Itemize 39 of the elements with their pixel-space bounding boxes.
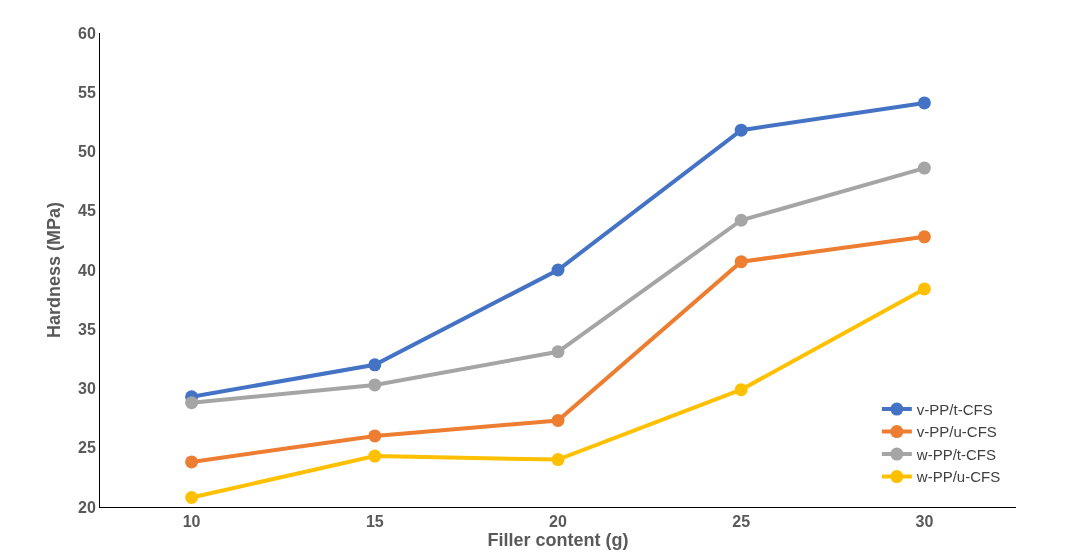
point bbox=[185, 491, 199, 505]
point bbox=[551, 263, 565, 277]
point bbox=[734, 255, 748, 269]
y-tick-label: 45 bbox=[78, 202, 96, 220]
point bbox=[551, 345, 565, 359]
point bbox=[734, 383, 748, 397]
x-tick-label: 20 bbox=[549, 513, 567, 531]
point bbox=[185, 455, 199, 469]
x-tick-label: 10 bbox=[182, 513, 201, 531]
point bbox=[917, 161, 931, 175]
y-tick-label: 50 bbox=[78, 143, 96, 161]
point bbox=[917, 230, 931, 244]
legend-label: v-PP/t-CFS bbox=[916, 400, 993, 418]
x-tick-label: 30 bbox=[915, 513, 934, 531]
y-tick-label: 55 bbox=[78, 83, 96, 101]
legend-label: w-PP/u-CFS bbox=[915, 468, 1001, 486]
point bbox=[917, 282, 931, 296]
point bbox=[551, 453, 565, 467]
point bbox=[734, 213, 748, 227]
x-tick-label: 25 bbox=[732, 513, 751, 531]
point bbox=[368, 449, 382, 463]
y-tick-label: 20 bbox=[78, 498, 96, 516]
x-axis-title: Filler content (g) bbox=[487, 530, 629, 551]
y-tick-label: 30 bbox=[78, 380, 96, 398]
legend-label: v-PP/u-CFS bbox=[916, 423, 997, 441]
y-tick-label: 35 bbox=[78, 320, 96, 338]
y-tick-label: 40 bbox=[78, 261, 96, 279]
y-axis-title: Hardness (MPa) bbox=[44, 201, 65, 339]
point bbox=[917, 96, 931, 110]
point bbox=[368, 429, 382, 443]
point bbox=[551, 414, 565, 427]
y-tick-label: 25 bbox=[78, 439, 96, 457]
y-tick-label: 60 bbox=[78, 24, 96, 42]
point bbox=[368, 378, 382, 392]
x-tick-label: 15 bbox=[365, 513, 384, 531]
legend-label: w-PP/t-CFS bbox=[915, 445, 997, 463]
point bbox=[734, 123, 748, 137]
point bbox=[368, 358, 382, 372]
point bbox=[185, 396, 199, 410]
